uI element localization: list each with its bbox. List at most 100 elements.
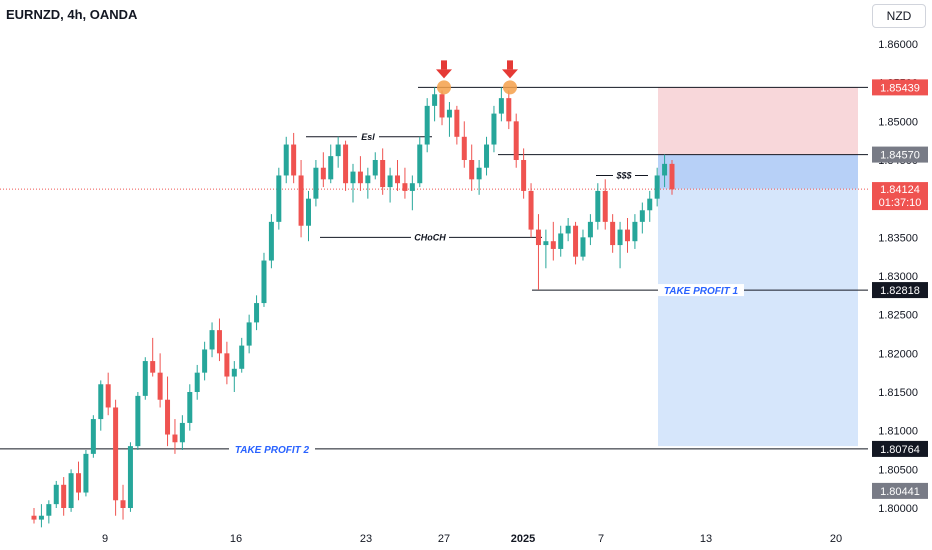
candle-body [276,175,282,222]
candle-body [313,167,319,199]
candle-body [647,198,653,211]
candle-body [476,167,482,180]
position-zones [658,87,858,447]
candle-body [357,171,363,184]
candle-body [624,229,630,242]
label-bg [613,169,635,182]
candle-body [135,395,141,447]
badge-low-value: 1.80441 [880,486,920,498]
stop-loss-zone [658,87,858,155]
candle-body [187,392,193,423]
candles [31,87,675,528]
price-tick-label: 1.83000 [878,271,918,283]
badge-tp1 [872,282,928,299]
symbol-title: EURNZD, 4h, OANDA [6,7,138,22]
down-arrow-icon [507,60,513,70]
badge-current [872,182,928,211]
candle-body [291,144,297,176]
candle-body [179,422,185,443]
candle-body [127,446,133,508]
candle-body [38,515,44,520]
candle-body [46,504,52,516]
candle-body [239,345,245,369]
candle-body [535,229,541,246]
time-tick-label: 27 [438,533,450,545]
candle-body [669,163,675,190]
candle-body [328,156,334,180]
choch-label: CHoCH [414,232,446,242]
candle-body [461,136,467,160]
label-bg [411,231,449,244]
badge-entry [872,146,928,163]
candle-body [335,144,341,157]
candle-body [506,98,512,122]
time-axis[interactable]: 9 16 23 27 2025 7 13 20 [102,533,842,545]
price-tick-label: 1.80500 [878,464,918,476]
candle-body [365,175,371,184]
candle-body [305,198,311,226]
esl-label: Esl [361,132,375,142]
time-tick-label: 2025 [511,533,535,545]
candle-body [120,500,126,508]
time-tick-label: 7 [598,533,604,545]
annotations: Esl $$$ CHoCH TAKE PROFIT 1 TAKE PROFIT 2 [229,60,744,456]
candle-body [424,105,430,145]
candle-body [484,144,490,168]
badge-tp1-value: 1.82818 [880,285,920,297]
take-profit-2-label: TAKE PROFIT 2 [235,445,310,456]
time-tick-label: 20 [830,533,842,545]
candle-body [231,368,237,377]
candle-body [98,384,104,420]
down-arrow-icon [502,69,518,79]
candle-body [417,144,423,184]
candle-body [298,175,304,226]
candle-body [202,349,208,373]
candle-body [31,515,37,520]
candle-body [550,241,556,249]
candle-body [268,221,274,261]
candle-body [565,225,571,234]
price-tick-label: 1.80000 [878,503,918,515]
candle-body [387,175,393,188]
currency-button[interactable]: NZD [872,4,926,28]
label-bg [658,284,744,297]
candle-body [246,322,252,346]
candle-body [543,241,549,246]
top-marker-circle [503,80,517,95]
candle-body [491,113,497,145]
candle-body [432,94,438,106]
candle-body [372,160,378,176]
price-axis[interactable]: 1.860001.855001.850001.845001.840001.835… [878,39,918,515]
badge-low [872,482,928,499]
take-profit-zone [658,154,858,447]
candle-body [320,167,326,180]
candle-body [209,330,215,350]
candle-body [68,473,74,508]
take-profit-1-label: TAKE PROFIT 1 [664,286,739,297]
candle-body [409,183,415,191]
candle-body [380,160,386,188]
candle-body [343,144,349,184]
price-tick-label: 1.86000 [878,39,918,51]
candle-body [513,121,519,160]
candle-body [90,419,96,454]
candle-body [61,484,67,508]
candle-body [446,109,452,118]
badge-top [872,79,928,96]
candle-body [498,98,504,114]
candle-body [654,175,660,199]
top-marker-circle [437,80,451,95]
candle-body [194,372,200,392]
candle-body [580,237,586,257]
candle-body [150,361,156,373]
candle-body [76,473,82,493]
candle-body [157,372,163,400]
price-tick-label: 1.82500 [878,310,918,322]
candle-body [610,221,616,246]
candle-body [254,303,260,323]
candle-body [469,160,475,180]
candle-body [113,407,119,501]
price-tick-label: 1.82000 [878,348,918,360]
